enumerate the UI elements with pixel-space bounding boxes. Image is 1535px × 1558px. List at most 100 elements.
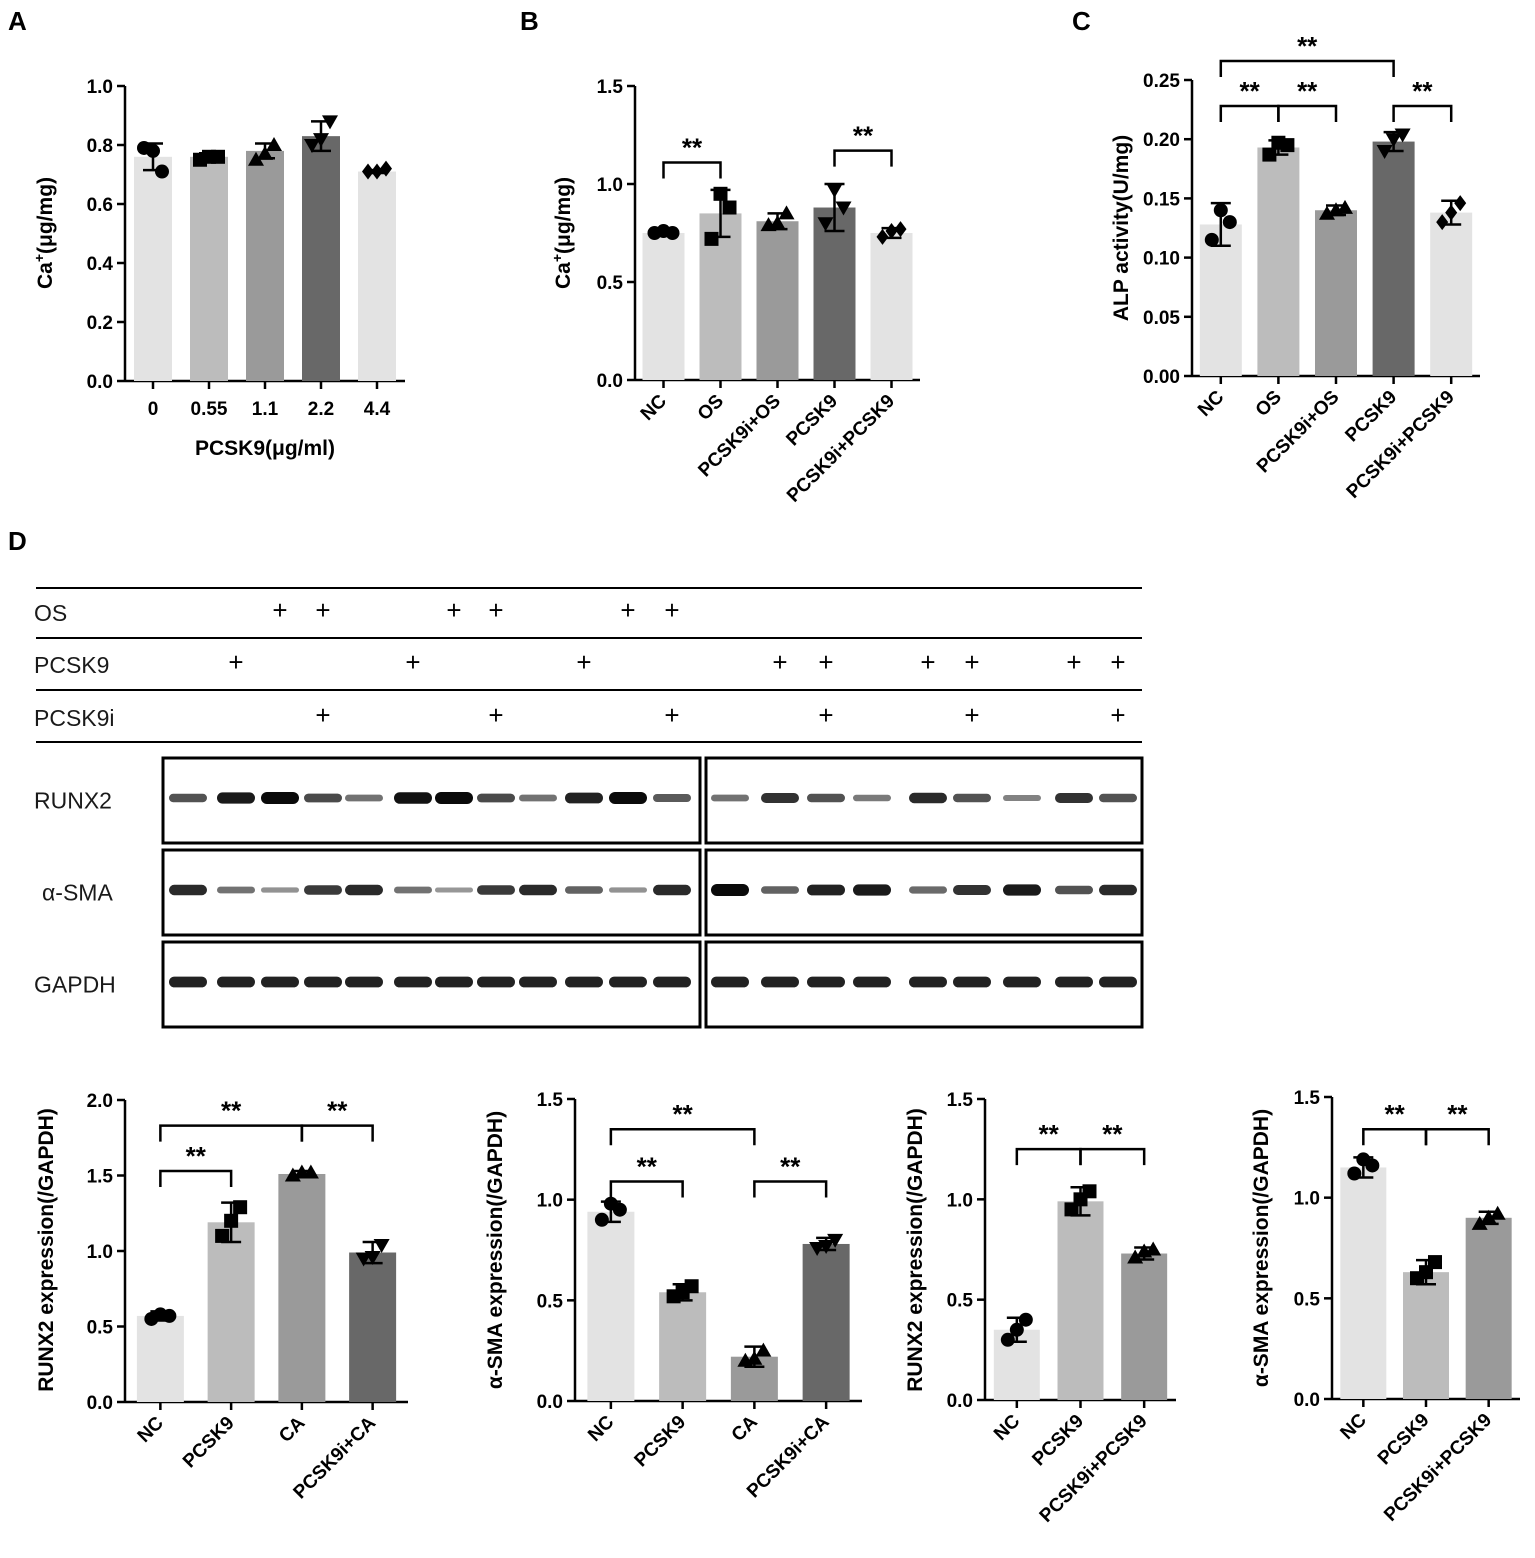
data-point bbox=[1280, 138, 1295, 153]
blot-band bbox=[711, 794, 749, 802]
treatment-plus: + bbox=[488, 595, 503, 625]
data-point bbox=[778, 205, 795, 220]
data-point bbox=[313, 133, 329, 148]
data-point bbox=[713, 186, 728, 201]
bar bbox=[1465, 1217, 1512, 1399]
blot-band bbox=[169, 976, 207, 988]
bar bbox=[207, 1222, 255, 1402]
bar bbox=[1199, 224, 1242, 376]
data-point bbox=[1376, 145, 1393, 160]
x-tick-label: NC bbox=[637, 390, 671, 424]
blot-band bbox=[1099, 884, 1137, 896]
bar bbox=[1430, 212, 1473, 376]
blot-band bbox=[304, 885, 342, 895]
significance-bracket bbox=[1219, 104, 1280, 123]
x-tick-label: PCSK9i+PCSK9 bbox=[783, 391, 899, 507]
data-point bbox=[380, 160, 392, 177]
treatment-plus: + bbox=[576, 647, 591, 677]
y-tick-label: 1.5 bbox=[537, 1090, 564, 1111]
bar bbox=[659, 1292, 707, 1401]
blot-band bbox=[807, 793, 845, 803]
data-point bbox=[211, 149, 225, 164]
panel-label-d: D bbox=[8, 526, 27, 556]
data-point bbox=[665, 226, 680, 240]
y-axis-label: Ca+(μg/mg) bbox=[549, 177, 575, 289]
blot-band bbox=[1003, 976, 1041, 988]
western-blot-panel: OS + + + + + + PCSK9 + + + + + + + + + PCSK9i + + + + + + RUNX2 α… bbox=[34, 587, 1144, 1029]
significance-label: ** bbox=[186, 1141, 207, 1171]
data-point bbox=[818, 1239, 835, 1254]
y-tick-label: 1.5 bbox=[1294, 1088, 1321, 1109]
y-tick-label: 0.5 bbox=[947, 1291, 974, 1312]
x-tick-label: CA bbox=[728, 1411, 762, 1445]
x-tick-label: 2.2 bbox=[308, 399, 334, 420]
significance-bracket bbox=[609, 1127, 756, 1146]
x-tick-label: 4.4 bbox=[364, 399, 391, 420]
blot-band bbox=[1099, 793, 1137, 803]
blot-band bbox=[953, 976, 991, 988]
blot-band bbox=[519, 884, 557, 896]
data-point bbox=[1018, 1312, 1033, 1327]
y-tick-label: 0.0 bbox=[87, 372, 113, 393]
data-point bbox=[1385, 133, 1402, 148]
significance-bracket bbox=[1392, 104, 1453, 123]
data-point bbox=[1471, 1215, 1488, 1230]
blot-band bbox=[261, 976, 299, 988]
treatment-plus: + bbox=[1110, 700, 1125, 730]
significance-label: ** bbox=[327, 1096, 348, 1126]
blot-band bbox=[1003, 795, 1041, 801]
data-point bbox=[612, 1202, 627, 1217]
data-point bbox=[146, 143, 160, 158]
treatment-plus: + bbox=[772, 647, 787, 677]
blot-band bbox=[761, 976, 799, 988]
treatment-plus: + bbox=[920, 647, 935, 677]
data-point bbox=[1204, 232, 1219, 247]
blot-band bbox=[565, 976, 603, 988]
data-point bbox=[155, 164, 169, 179]
blot-band bbox=[609, 887, 647, 893]
blot-band bbox=[807, 976, 845, 988]
data-point bbox=[746, 1350, 763, 1365]
blot-band bbox=[565, 792, 603, 804]
blot-band bbox=[807, 884, 845, 896]
data-point bbox=[371, 163, 383, 180]
bar bbox=[246, 150, 284, 381]
bar bbox=[134, 156, 172, 381]
data-point bbox=[1347, 1166, 1362, 1181]
data-point bbox=[233, 1200, 248, 1215]
treatment-plus: + bbox=[315, 700, 330, 730]
x-tick-label: PCSK9i+PCSK9 bbox=[1036, 1411, 1152, 1527]
data-point bbox=[362, 163, 374, 180]
blot-band bbox=[1003, 884, 1041, 896]
y-tick-label: 0.0 bbox=[1294, 1390, 1320, 1411]
bar bbox=[587, 1211, 635, 1401]
data-point bbox=[1365, 1158, 1380, 1173]
chart-a-ca-content-by-pcsk9-dose: 0.0 0.2 0.4 0.6 0.8 1.0 0 0.55 1.1 2.2 4.4 PCSK9(μg… bbox=[31, 77, 405, 460]
significance-label: ** bbox=[673, 1099, 694, 1129]
significance-bracket bbox=[609, 1180, 684, 1198]
y-tick-label: 1.5 bbox=[947, 1090, 974, 1111]
bar bbox=[1340, 1167, 1387, 1399]
bar bbox=[358, 171, 396, 381]
bar bbox=[190, 156, 228, 381]
data-point bbox=[885, 223, 898, 240]
x-tick-label: 1.1 bbox=[252, 399, 279, 420]
significance-bracket bbox=[159, 1124, 304, 1142]
significance-label: ** bbox=[780, 1152, 801, 1182]
y-tick-label: 0.25 bbox=[1143, 71, 1180, 92]
data-point bbox=[322, 115, 338, 130]
treatment-label: OS bbox=[34, 600, 67, 626]
blot-band bbox=[261, 887, 299, 893]
y-tick-label: 1.0 bbox=[1294, 1189, 1320, 1210]
significance-bracket bbox=[1277, 104, 1338, 123]
y-tick-label: 0.20 bbox=[1143, 130, 1180, 151]
data-point bbox=[304, 139, 320, 153]
significance-label: ** bbox=[1412, 76, 1433, 106]
data-point bbox=[373, 1238, 390, 1253]
data-point bbox=[594, 1212, 609, 1227]
y-tick-label: 0.0 bbox=[947, 1391, 973, 1412]
significance-label: ** bbox=[853, 121, 874, 151]
blot-band bbox=[519, 976, 557, 988]
